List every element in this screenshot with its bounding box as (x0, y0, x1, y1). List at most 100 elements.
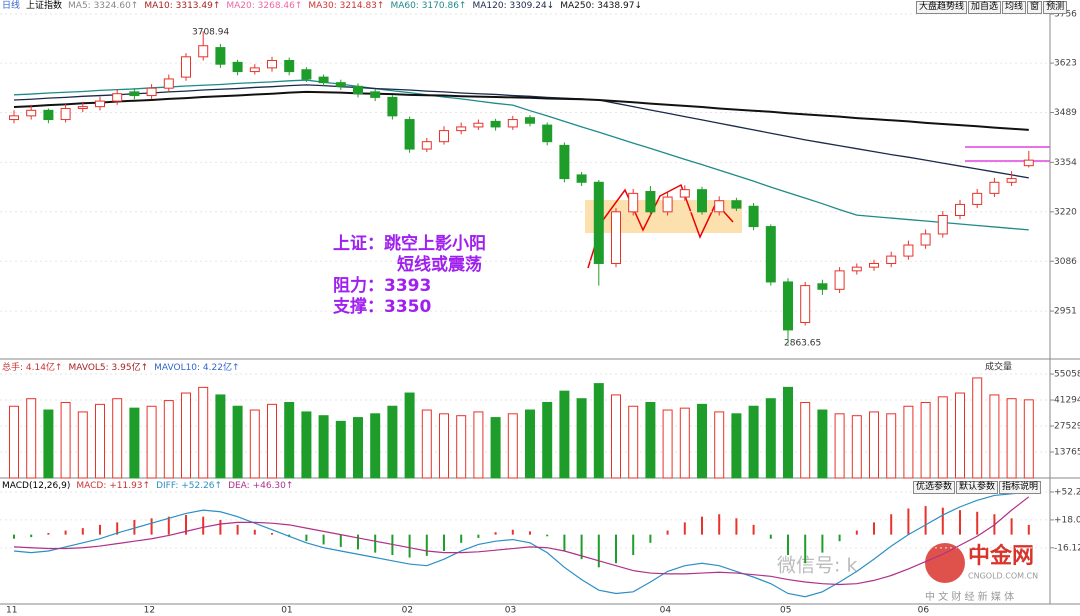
logo-slogan: 中 文 财 经 新 媒 体 (925, 590, 1014, 603)
volume-bar (817, 409, 828, 479)
candle-body (593, 181, 604, 264)
button[interactable]: 预测 (1043, 1, 1068, 14)
note-line: 上证：跳空上影小阳 (333, 234, 486, 254)
candle-body (1006, 178, 1017, 183)
y-tick-label: 55058 (1054, 370, 1080, 380)
candle-body (662, 196, 673, 213)
x-tick-label: 11 (6, 606, 17, 616)
legend-item: DIFF: +52.26↑ (156, 481, 223, 491)
x-tick-label: 02 (402, 606, 413, 616)
legend-item: MA5: 3324.60↑ (68, 1, 139, 11)
volume-bar (800, 401, 811, 479)
button[interactable]: 指标说明 (999, 481, 1042, 494)
volume-bar (714, 411, 725, 479)
candle-body (507, 119, 518, 128)
volume-bar (542, 401, 553, 479)
volume-bar (215, 394, 226, 479)
candle-body (43, 109, 54, 121)
y-tick-label: +52.26 (1054, 487, 1080, 497)
y-tick-label: 2951 (1054, 307, 1077, 317)
legend-item: MAVOL10: 4.22亿↑ (154, 363, 240, 373)
candle-body (335, 82, 346, 87)
candle-body (559, 144, 570, 180)
volume-bar (232, 405, 243, 479)
line (13, 90, 1029, 131)
volume-bar (301, 411, 312, 479)
candle-body (112, 93, 123, 102)
candle-body (817, 283, 828, 290)
candle-body (163, 78, 174, 89)
legend-item: MACD: +11.93↑ (76, 481, 151, 491)
volume-bar (628, 405, 639, 479)
volume-bar (972, 377, 983, 479)
legend-item: DEA: +46.30↑ (228, 481, 294, 491)
y-tick-label: 3489 (1054, 108, 1077, 118)
volume-bar (249, 409, 260, 479)
candle-body (9, 115, 19, 121)
volume-bar (439, 413, 449, 479)
candle-body (697, 189, 707, 213)
button[interactable]: 均线 (1002, 1, 1027, 14)
button[interactable]: 优选参数 (913, 481, 956, 494)
volume-bar (60, 401, 71, 479)
candle-body (937, 215, 948, 235)
y-tick-label: 3220 (1054, 207, 1077, 217)
logo-text: 中金网 (968, 543, 1034, 569)
volume-bar (146, 405, 157, 479)
legend-item: MA120: 3309.24↓ (472, 1, 555, 11)
button[interactable]: 默认参数 (956, 481, 999, 494)
volume-bar (731, 413, 742, 479)
commentary: 上证：跳空上影小阳 短线或震荡 阻力：3393 支撑：3350 (333, 234, 486, 318)
x-tick-label: 05 (780, 606, 791, 616)
volume-bar (456, 415, 467, 479)
candle-body (26, 109, 37, 117)
candle-body (903, 244, 914, 257)
x-tick-label: 06 (918, 606, 930, 616)
y-tick-label: 27529 (1054, 422, 1080, 432)
candle-body (353, 85, 363, 95)
pattern-line (587, 183, 734, 269)
candle-body (95, 100, 105, 108)
candle-body (765, 226, 776, 283)
y-tick-label: 3756 (1054, 10, 1077, 20)
legend-item: MA30: 3214.83↑ (308, 1, 385, 11)
legend-item: MA20: 3268.46↑ (226, 1, 303, 11)
volume-bar (198, 386, 209, 479)
volume-bar (525, 409, 535, 479)
volume-bar (559, 390, 570, 479)
candle-body (748, 205, 759, 228)
candle-body (869, 262, 879, 268)
annotation: 2863.65 (784, 339, 821, 349)
y-tick-label: -16.12 (1054, 543, 1080, 553)
volume-bar (43, 409, 54, 479)
volume-bar (955, 392, 965, 479)
candle-body (404, 119, 415, 150)
button[interactable]: 大盘趋势线 (916, 1, 968, 14)
candle-body (301, 69, 312, 80)
volume-bar (421, 409, 432, 479)
volume-bar (473, 411, 484, 479)
button[interactable]: 加自选 (968, 1, 1002, 14)
legend-item: MAVOL5: 3.95亿↑ (68, 363, 149, 373)
line (13, 491, 1029, 598)
volume-bar (903, 405, 914, 479)
volume-bar (404, 392, 415, 479)
volume-bar (112, 398, 123, 479)
button[interactable]: 窗 (1027, 1, 1043, 14)
candle-body (611, 211, 621, 264)
volume-bar (284, 401, 295, 479)
x-tick-label: 03 (505, 606, 516, 616)
candle-body (886, 255, 897, 264)
y-tick-label: 41294 (1054, 396, 1080, 406)
y-tick-label: +18.07 (1054, 515, 1080, 525)
candle-body (387, 96, 398, 117)
volume-bar (937, 396, 948, 479)
price-header: 日线 上证指数 MA5: 3324.60↑ MA10: 3313.49↑ MA2… (2, 0, 642, 12)
y-tick-label: 3086 (1054, 257, 1077, 267)
candle-body (473, 122, 484, 128)
legend-item: MA250: 3438.97↓ (560, 1, 642, 11)
x-tick-label: 04 (660, 606, 672, 616)
toolbar: 大盘趋势线 加自选 均线窗预测 (915, 1, 1068, 14)
volume-bar (1006, 398, 1017, 479)
